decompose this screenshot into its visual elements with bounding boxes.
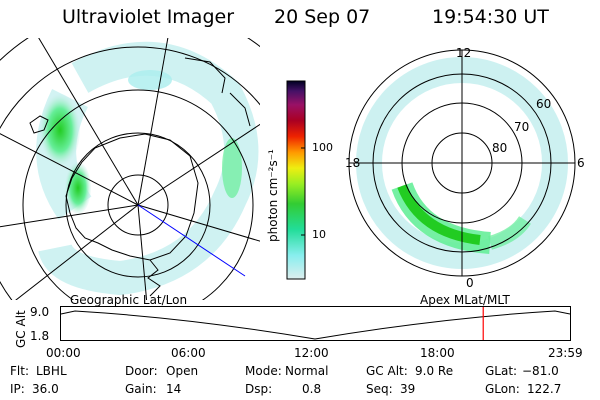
- seq-value: 39: [400, 382, 416, 396]
- glon-value: 122.7: [527, 382, 562, 396]
- door-value: Open: [166, 364, 199, 378]
- colorbar-tick-100: 100: [312, 141, 333, 154]
- mlat-mlt-map: [348, 49, 576, 277]
- dsp-value: 0.8: [302, 382, 322, 396]
- timeline-xtick-0600: 06:00: [171, 346, 206, 360]
- gcalt-value: 9.0 Re: [415, 364, 454, 378]
- mode-label: Mode:: [245, 364, 282, 378]
- timeline-xtick-0000: 00:00: [46, 346, 81, 360]
- gcalt-label: GC Alt:: [366, 364, 408, 378]
- gain-label: Gain:: [125, 382, 157, 396]
- gain-value: 14: [166, 382, 182, 396]
- mlat-label-80: 80: [492, 141, 508, 155]
- glon-label: GLon:: [485, 382, 520, 396]
- colorbar: [286, 80, 306, 280]
- mlat-label-70: 70: [514, 120, 530, 134]
- colorbar-tick-10: 10: [312, 228, 326, 241]
- ip-label: IP:: [10, 382, 25, 396]
- glat-value: −81.0: [522, 364, 559, 378]
- date-label: 20 Sep 07: [274, 6, 371, 28]
- aurora-oval-faint: [38, 41, 259, 296]
- timeline-xtick-1200: 12:00: [294, 346, 329, 360]
- satellite-track: [137, 204, 246, 277]
- seq-label: Seq:: [366, 382, 393, 396]
- antarctica-coastline: [65, 133, 199, 261]
- altitude-curve: [60, 310, 571, 340]
- timeline-ytick-bottom: 1.8: [30, 329, 50, 343]
- ip-value: 36.0: [32, 382, 59, 396]
- altitude-timeline: [60, 306, 571, 341]
- dsp-label: Dsp:: [245, 382, 273, 396]
- filter-value: LBHL: [36, 364, 67, 378]
- filter-label: Flt:: [10, 364, 29, 378]
- glat-label: GLat:: [485, 364, 518, 378]
- timeline-ytick-top: 9.0: [30, 305, 50, 319]
- colorbar-label: photon cm⁻²s⁻¹: [266, 149, 280, 242]
- timeline-axis-label: GC Alt: [14, 310, 28, 348]
- aurora-bright-arc: [397, 184, 481, 245]
- mlat-label-60: 60: [536, 97, 552, 111]
- timeline-xtick-1800: 18:00: [420, 346, 455, 360]
- mode-value: Normal: [285, 364, 329, 378]
- mlt-label-bottom: 0: [466, 276, 474, 290]
- geographic-map: [0, 38, 260, 300]
- time-label: 19:54:30 UT: [432, 6, 549, 28]
- mlt-label-top: 12: [456, 46, 472, 60]
- aurora-bright-patch: [40, 94, 80, 166]
- left-map-title: Geographic Lat/Lon: [70, 293, 188, 307]
- mlt-label-right: 6: [577, 156, 585, 170]
- timeline-xtick-2359: 23:59: [548, 346, 583, 360]
- mlt-label-left: 18: [345, 156, 361, 170]
- door-label: Door:: [125, 364, 158, 378]
- instrument-title: Ultraviolet Imager: [62, 6, 235, 28]
- right-map-title: Apex MLat/MLT: [420, 293, 510, 307]
